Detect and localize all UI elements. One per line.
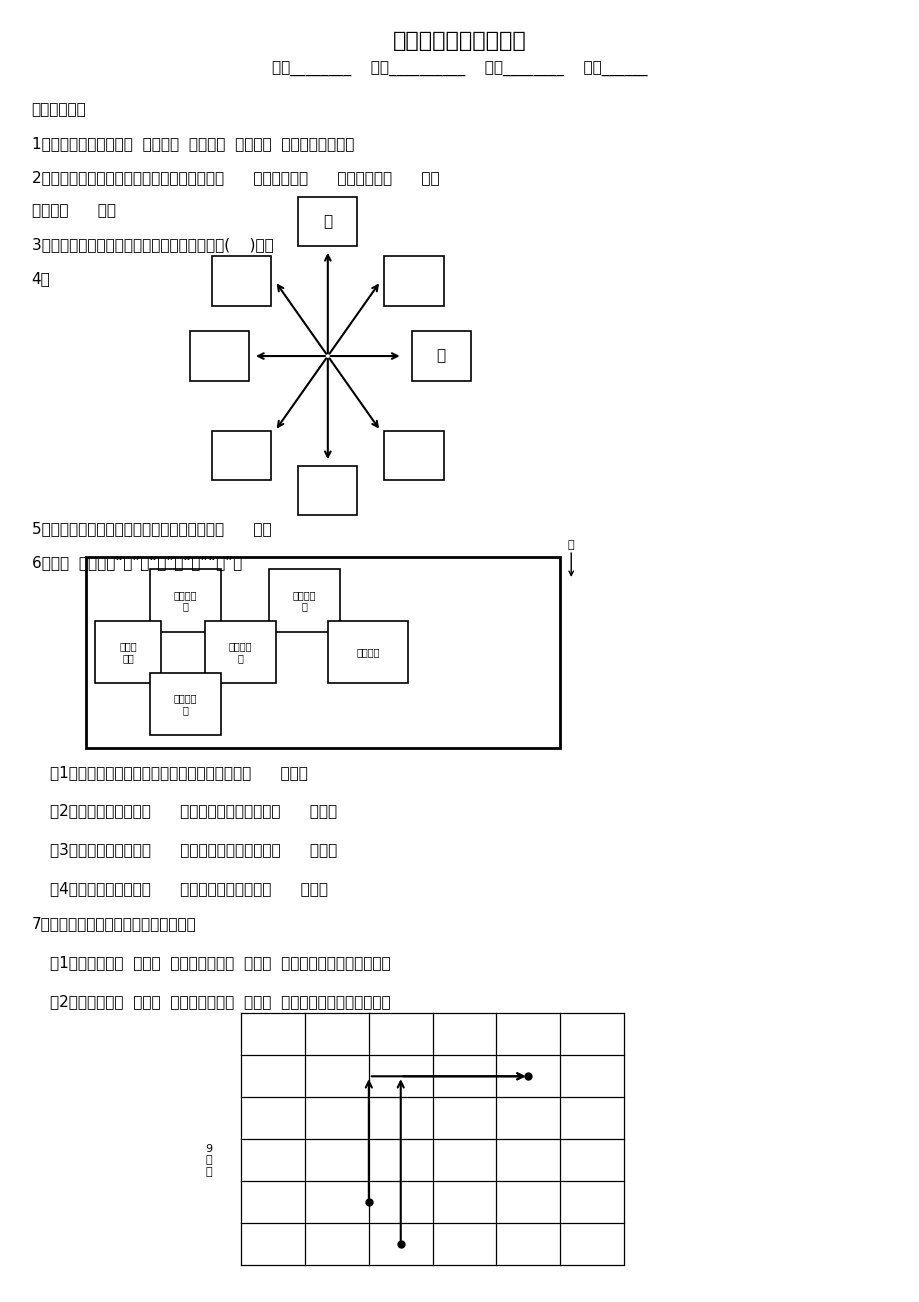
Text: 图：小熊
家: 图：小熊 家 <box>174 590 197 612</box>
Bar <box>96 621 161 684</box>
Text: 6、在（  ）里填上“东”、“南”、“西”“北”。: 6、在（ ）里填上“东”、“南”、“西”“北”。 <box>31 555 242 570</box>
Text: 学校________    班级__________    姓名________    学号______: 学校________ 班级__________ 姓名________ 学号___… <box>272 62 647 77</box>
Text: （4）小猫住在小狗的（      ）面，住在小松鼠的（      ）面。: （4）小猫住在小狗的（ ）面，住在小松鼠的（ ）面。 <box>50 881 327 896</box>
Text: 一、填空题：: 一、填空题： <box>31 103 86 117</box>
Bar <box>211 256 271 306</box>
Bar <box>150 673 221 736</box>
Text: 9
厘
米: 9 厘 米 <box>206 1143 212 1177</box>
Bar <box>150 569 221 631</box>
Text: 图：小
猫家: 图：小 猫家 <box>119 642 137 663</box>
Bar <box>190 332 249 380</box>
Text: 第六册第一单元测试卷: 第六册第一单元测试卷 <box>392 31 527 51</box>
Bar <box>384 431 443 480</box>
Bar <box>298 197 357 246</box>
Text: 1、地图通常是按照上（  ）、下（  ）、左（  ）、右（  ）的方向绘制的。: 1、地图通常是按照上（ ）、下（ ）、左（ ）、右（ ）的方向绘制的。 <box>31 137 354 151</box>
Text: 图：小兔
家: 图：小兔 家 <box>228 642 252 663</box>
Text: 东: 东 <box>437 349 446 363</box>
Text: 7、蜨牛要和蚂蚁一起去甲壳虫家作客。: 7、蜨牛要和蚂蚁一起去甲壳虫家作客。 <box>31 917 196 931</box>
Bar <box>411 332 471 380</box>
Bar <box>211 431 271 480</box>
Text: （1）小松鼠住在小兔的东面，小猫住在小兔的（      ）面。: （1）小松鼠住在小兔的东面，小猫住在小兔的（ ）面。 <box>50 764 307 780</box>
Bar <box>86 556 560 749</box>
Text: （3）小狗住在小熊的（      ）面，小熊住在小狗的（      ）面。: （3）小狗住在小熊的（ ）面，小熊住在小狗的（ ）面。 <box>50 842 336 858</box>
Bar <box>268 569 339 631</box>
Bar <box>327 621 408 684</box>
Text: （2）蚂蚁先向（  ）走（  ）厘米，再向（  ）走（  ）厘米，就到达甲壳虫家。: （2）蚂蚁先向（ ）走（ ）厘米，再向（ ）走（ ）厘米，就到达甲壳虫家。 <box>50 993 390 1009</box>
Text: （1）蜨牛先向（  ）走（  ）厘米，再向（  ）走（  ）厘米，就到达甲壳虫家。: （1）蜨牛先向（ ）走（ ）厘米，再向（ ）走（ ）厘米，就到达甲壳虫家。 <box>50 954 390 970</box>
Text: 4、: 4、 <box>31 271 51 285</box>
Text: 北: 北 <box>567 540 573 549</box>
Bar <box>384 256 443 306</box>
Text: 5、操场在教学楼的东北面，教学楼在操场的（      ）面: 5、操场在教学楼的东北面，教学楼在操场的（ ）面 <box>31 522 271 536</box>
Text: 2、早晨，面向太阳升起的地方，你的前面是（      ），后面是（      ），左面是（      ），: 2、早晨，面向太阳升起的地方，你的前面是（ ），后面是（ ），左面是（ ）， <box>31 169 438 185</box>
Text: 北: 北 <box>323 214 332 229</box>
Bar <box>205 621 276 684</box>
Bar <box>298 466 357 516</box>
Text: （2）小鹿住在小兔的（      ）面，小兔住在小鹿的（      ）面。: （2）小鹿住在小兔的（ ）面，小兔住在小鹿的（ ）面。 <box>50 803 336 819</box>
Text: 右面是（      ）。: 右面是（ ）。 <box>31 203 116 219</box>
Text: 3、小明站在阳台上面向东方，她向左转，面向(    )方。: 3、小明站在阳台上面向东方，她向左转，面向( )方。 <box>31 237 273 253</box>
Text: 小松鼠家: 小松鼠家 <box>356 647 380 658</box>
Text: 图：小鹿
家: 图：小鹿 家 <box>292 590 315 612</box>
Text: 图：小狗
家: 图：小狗 家 <box>174 693 197 715</box>
